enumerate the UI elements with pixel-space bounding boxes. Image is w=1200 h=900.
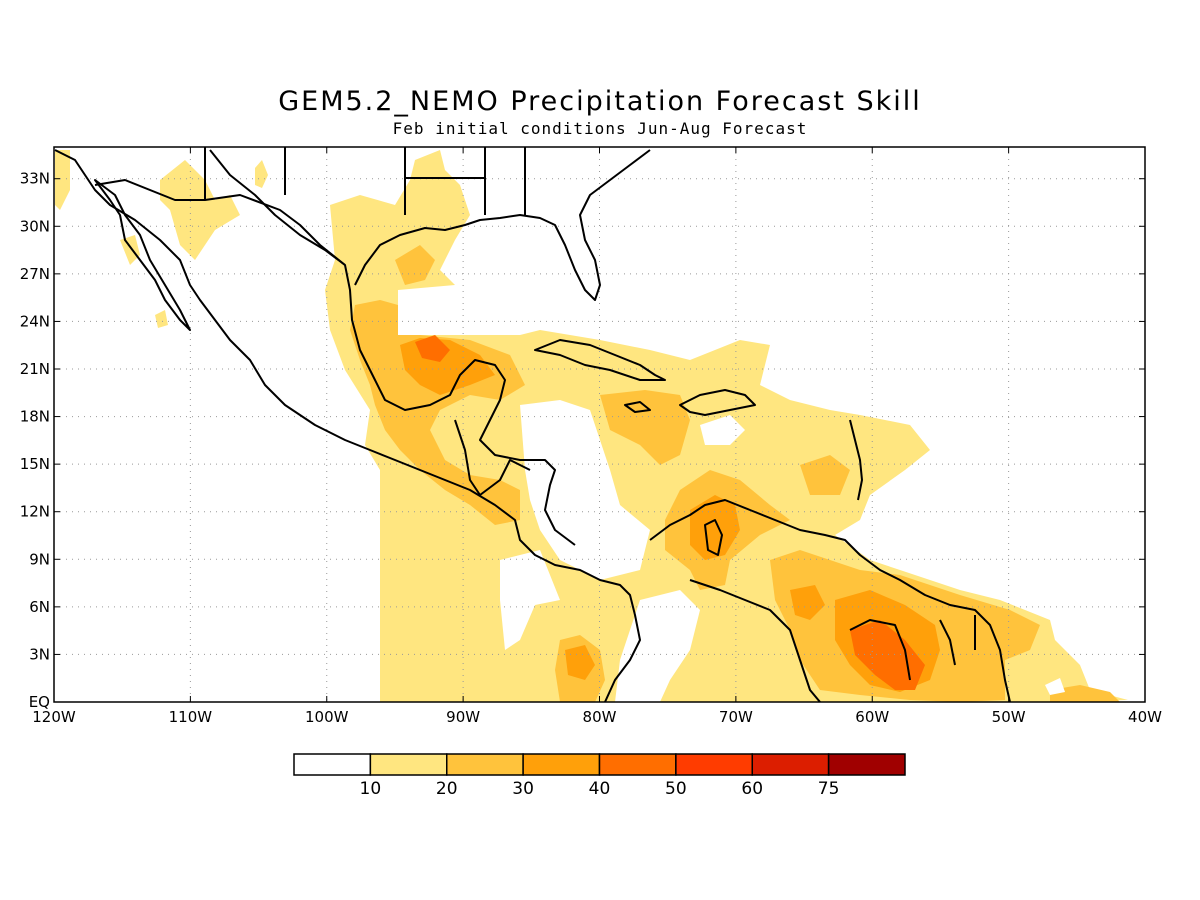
map-grid [54,147,1145,702]
chart-title: GEM5.2_NEMO Precipitation Forecast Skill [278,86,922,117]
colorbar-swatch [446,753,524,776]
region-us-southwest [255,160,268,188]
chart-subtitle: Feb initial conditions Jun-Aug Forecast [392,119,808,138]
coast-pacific-mexico [54,149,641,702]
colorbar-label: 50 [665,779,687,799]
region-baja-north [55,150,70,210]
hole-haiti [700,415,745,445]
region-guyana-core [850,620,925,690]
lat-tick-label: 12N [20,503,50,521]
lon-tick-label: 80W [583,708,617,726]
region-ecuador-core [565,645,595,680]
colorbar-swatch [675,753,753,776]
coast-lesser-antilles [849,419,863,501]
colorbar-label: 30 [512,779,534,799]
colorbar-swatch [827,753,906,776]
border-south-america [689,579,821,702]
border-us-mexico [94,179,346,266]
lat-axis: EQ 3N 6N 9N 12N 15N 18N 21N 24N 27N 30N 33N [20,170,1145,711]
region-sonora [160,160,240,260]
coast-lake-maracaibo [704,519,723,556]
coast-hispaniola [679,389,756,416]
skill-shading [55,150,1128,702]
colorbar-swatch [598,753,677,776]
lat-tick-label: 27N [20,265,50,283]
map-axes: 120W 110W 100W 90W 80W 70W 60W 50W 40WEQ3N6N9N12… [20,147,1162,726]
coast-jamaica [624,401,651,413]
border-central-america [454,419,531,496]
lat-tick-label: 30N [20,217,50,235]
lat-tick-label: 3N [29,645,50,663]
lat-tick-label: 6N [29,598,50,616]
lon-tick-label: 100W [305,708,349,726]
region-southern-pacific [425,655,455,685]
coast-south-america-north [649,499,1011,702]
coast-gulf-mexico [209,149,576,546]
hole-central-caribbean [520,400,650,580]
coast-texas [354,149,651,301]
skill-level-40 [415,335,925,690]
region-venezuela-south [790,585,825,620]
lon-tick-label: 60W [855,708,889,726]
no-skill-areas [500,400,1065,702]
region-sinaloa [155,310,168,328]
region-baja-south [120,235,140,265]
lat-tick-label: EQ [29,693,50,711]
lon-tick-label: 110W [169,708,213,726]
lat-tick-label: 33N [20,170,50,188]
hole-pacific [500,550,560,650]
coastlines [54,147,1011,702]
region-gulf-west [350,300,525,525]
region-texas-coast [395,245,435,285]
lon-axis: 120W 110W 100W 90W 80W 70W 60W 50W 40W [32,147,1162,726]
colorbar-label: 10 [360,779,382,799]
coast-baja [94,179,191,331]
coast-cuba [534,339,666,381]
colorbar-swatch [522,753,601,776]
region-amazon-east [1050,685,1120,702]
region-campeche [415,335,450,362]
colorbar-label: 20 [436,779,458,799]
region-east-caribbean [800,455,850,495]
colorbar-swatch [751,753,830,776]
border-us-states [204,147,526,215]
colorbar-label: 75 [818,779,840,799]
lon-tick-label: 50W [992,708,1026,726]
lon-tick-label: 40W [1128,708,1162,726]
colorbar-label: 60 [741,779,763,799]
colorbar-label: 40 [589,779,611,799]
lat-tick-label: 18N [20,408,50,426]
lon-tick-label: 90W [446,708,480,726]
border-guianas [849,615,976,681]
colorbar: 10 20 30 40 50 60 75 [293,753,906,799]
lat-tick-label: 9N [29,550,50,568]
lat-tick-label: 21N [20,360,50,378]
lat-tick-label: 24N [20,312,50,330]
region-hispaniola [600,390,690,465]
hole-amazon [1045,678,1065,695]
lon-tick-label: 70W [719,708,753,726]
colorbar-swatch [369,753,448,776]
lon-tick-label: 120W [32,708,76,726]
lat-tick-label: 15N [20,455,50,473]
colorbar-swatch [293,753,372,776]
